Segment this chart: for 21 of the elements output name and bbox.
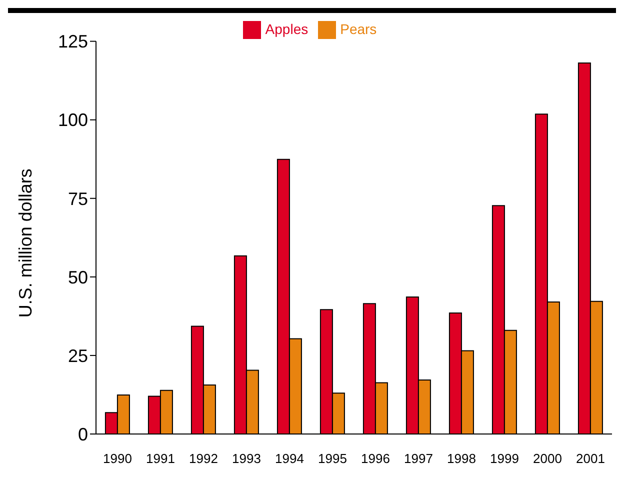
x-tick-label: 1999 bbox=[490, 451, 519, 466]
x-tick-label: 1994 bbox=[275, 451, 304, 466]
legend-label: Pears bbox=[340, 21, 377, 37]
x-tick-label: 1991 bbox=[146, 451, 175, 466]
x-tick-label: 1992 bbox=[189, 451, 218, 466]
y-tick-label: 0 bbox=[78, 424, 88, 444]
x-tick-label: 2001 bbox=[576, 451, 605, 466]
x-tick-label: 1998 bbox=[447, 451, 476, 466]
y-tick-label: 125 bbox=[58, 32, 88, 52]
x-tick-label: 1993 bbox=[232, 451, 261, 466]
y-tick-label: 50 bbox=[68, 267, 88, 288]
y-axis-title: U.S. million dollars bbox=[15, 168, 36, 318]
legend-label: Apples bbox=[265, 21, 308, 37]
x-tick-label: 1996 bbox=[361, 451, 390, 466]
x-tick-label: 2000 bbox=[533, 451, 562, 466]
y-tick-label: 25 bbox=[68, 346, 88, 366]
x-tick-label: 1997 bbox=[404, 451, 433, 466]
y-tick-label: 100 bbox=[58, 110, 88, 130]
y-tick-label: 75 bbox=[68, 188, 88, 209]
x-tick-label: 1995 bbox=[318, 451, 347, 466]
x-tick-label: 1990 bbox=[103, 451, 132, 466]
